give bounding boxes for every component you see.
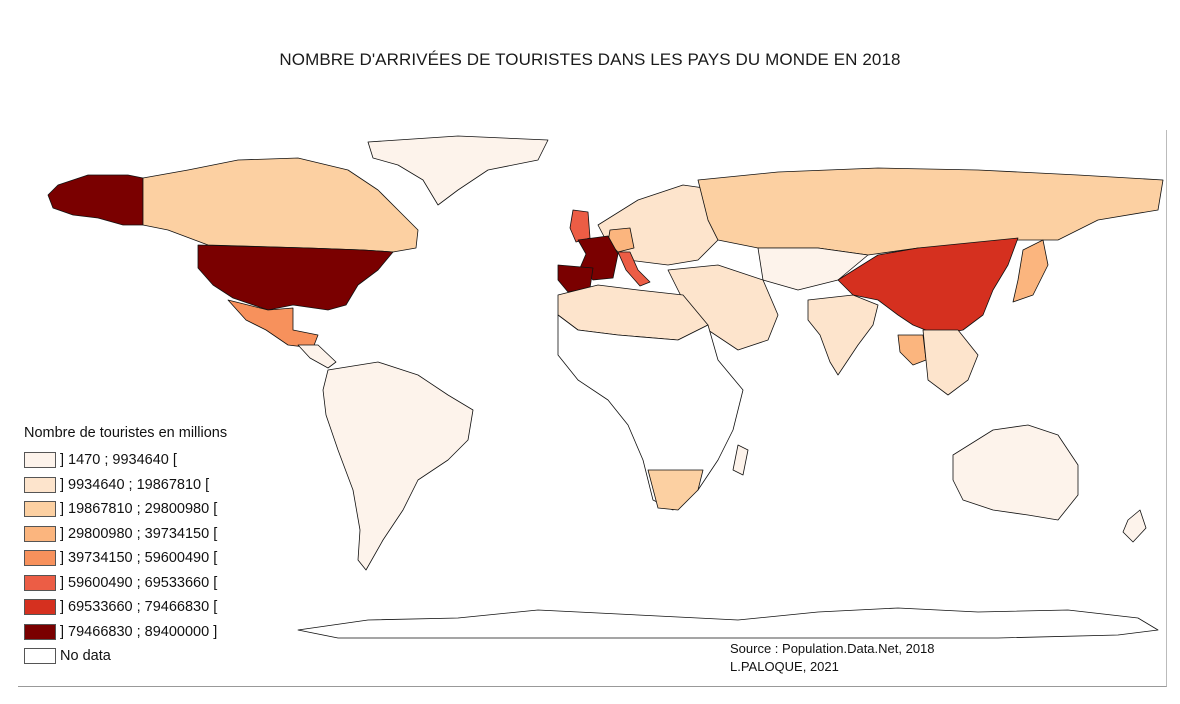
legend-swatch: [24, 476, 56, 493]
region-japan: [1012, 239, 1049, 303]
legend-item: ] 69533660 ; 79466830 [: [24, 595, 227, 620]
source-line: Source : Population.Data.Net, 2018: [730, 641, 935, 656]
region-south-america: [322, 361, 474, 571]
legend-label: ] 9934640 ; 19867810 [: [60, 476, 210, 493]
region-russia: [697, 167, 1164, 256]
region-italy: [617, 251, 651, 287]
legend-title: Nombre de touristes en millions: [24, 425, 228, 441]
region-australia: [952, 424, 1079, 521]
region-india: [807, 294, 879, 376]
legend-swatch: [24, 623, 56, 640]
legend-swatch: [24, 574, 56, 591]
region-thailand: [897, 334, 927, 366]
region-alaska: [47, 174, 144, 226]
legend-label: ] 29800980 ; 39734150 [: [60, 525, 218, 542]
legend-item: ] 29800980 ; 39734150 [: [24, 522, 227, 547]
legend-swatch: [24, 599, 56, 616]
map-frame: [18, 130, 1167, 687]
legend-swatch: [24, 550, 56, 567]
region-south-africa: [647, 469, 704, 511]
legend-label: ] 19867810 ; 29800980 [: [60, 501, 218, 518]
legend: Nombre de touristes en millions ] 1470 ;…: [24, 425, 227, 669]
map-title: NOMBRE D'ARRIVÉES DE TOURISTES DANS LES …: [279, 50, 901, 69]
region-central-america: [297, 344, 337, 369]
legend-label: ] 1470 ; 9934640 [: [60, 452, 177, 469]
legend-swatch: [24, 452, 56, 469]
legend-item: ] 19867810 ; 29800980 [: [24, 497, 227, 522]
region-southeast-asia: [922, 329, 979, 396]
region-madagascar: [732, 444, 749, 476]
author-line: L.PALOQUE, 2021: [730, 659, 839, 674]
legend-item: ] 1470 ; 9934640 [: [24, 448, 227, 473]
legend-item: No data: [24, 644, 227, 669]
region-mexico: [227, 299, 319, 349]
legend-swatch: [24, 501, 56, 518]
legend-swatch: [24, 525, 56, 542]
legend-item: ] 9934640 ; 19867810 [: [24, 473, 227, 498]
legend-label: No data: [60, 648, 111, 665]
region-united-states: [197, 244, 394, 311]
legend-label: ] 69533660 ; 79466830 [: [60, 599, 218, 616]
region-china: [837, 237, 1019, 336]
legend-label: ] 79466830 ; 89400000 ]: [60, 623, 218, 640]
legend-item: ] 39734150 ; 59600490 [: [24, 546, 227, 571]
legend-rows: ] 1470 ; 9934640 [ ] 9934640 ; 19867810 […: [24, 448, 227, 669]
legend-swatch: [24, 648, 56, 665]
region-united-kingdom: [569, 209, 591, 243]
region-canada: [142, 157, 419, 253]
legend-item: ] 59600490 ; 69533660 [: [24, 571, 227, 596]
legend-label: ] 59600490 ; 69533660 [: [60, 574, 218, 591]
legend-label: ] 39734150 ; 59600490 [: [60, 550, 218, 567]
legend-item: ] 79466830 ; 89400000 ]: [24, 620, 227, 645]
source-credit: Source : Population.Data.Net, 2018 L.PAL…: [730, 640, 935, 676]
world-map: [47, 135, 1164, 639]
region-antarctica: [297, 607, 1159, 639]
region-greenland: [367, 135, 549, 206]
region-new-zealand: [1122, 509, 1147, 543]
region-africa: [557, 314, 744, 511]
